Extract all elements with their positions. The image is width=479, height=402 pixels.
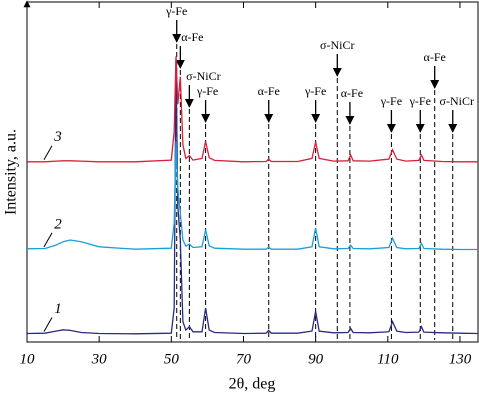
annotation-label: γ-Fe [196,84,218,98]
annotation-label: γ-Fe [380,94,402,108]
x-tick-label: 30 [91,351,108,367]
annotation-label: α-Fe [258,84,280,98]
annotation-label: σ-NiCr [186,69,220,83]
annotation-label: α-Fe [181,30,203,44]
series-line [26,141,478,251]
x-tick-label: 50 [164,351,180,367]
x-tick-label: 70 [236,351,252,367]
y-axis-label: Intensity, a.u. [3,129,20,215]
series-line [27,56,478,163]
annotation-label: γ-Fe [409,94,431,108]
x-tick-label: 130 [449,351,472,367]
curve-label: 3 [53,129,62,145]
annotation-label: σ-NiCr [320,38,354,52]
curve-label-leader [43,317,53,332]
x-axis-label: 2θ, deg [229,376,276,393]
plot-frame [26,1,479,343]
curve-label: 1 [54,301,62,317]
series-line [26,59,479,335]
annotation-label: σ-NiCr [440,94,474,108]
annotation-label: γ-Fe [304,84,326,98]
x-tick-label: 110 [377,351,399,367]
x-tick-label: 10 [20,351,36,367]
annotation-label: γ-Fe [165,4,187,18]
curve-label-leader [43,145,53,161]
x-tick-label: 90 [308,351,324,367]
annotation-label: α-Fe [341,86,363,100]
annotation-label: α-Fe [424,50,446,64]
curve-label-leader [43,232,53,248]
curve-label: 2 [54,216,62,232]
